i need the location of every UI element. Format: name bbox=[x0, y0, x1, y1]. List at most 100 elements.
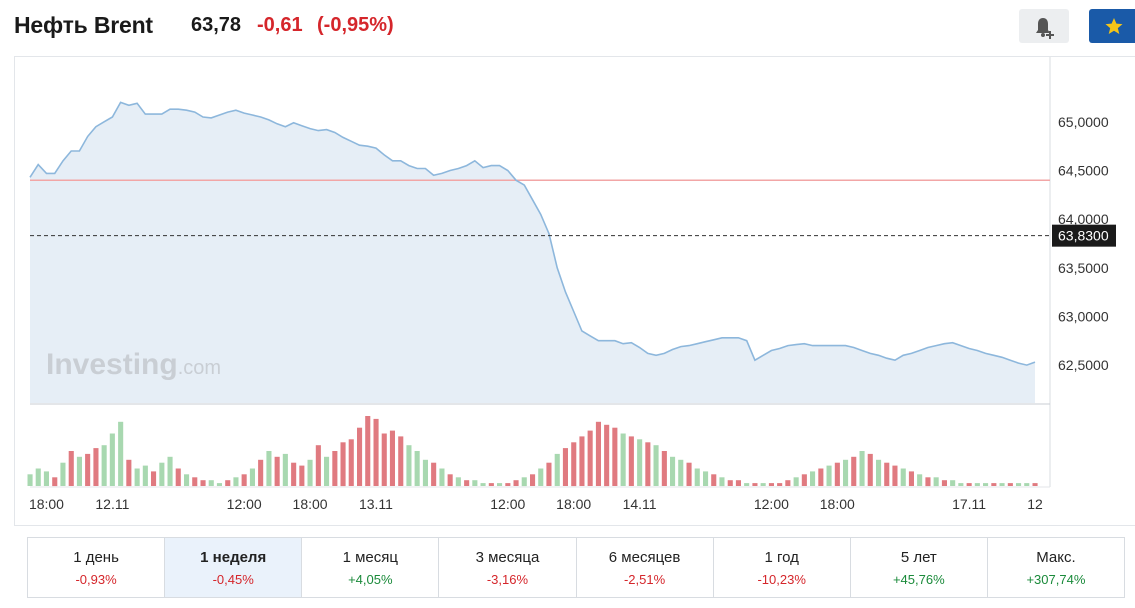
volume-bar bbox=[917, 474, 923, 486]
bell-plus-icon bbox=[1036, 18, 1054, 39]
volume-bar bbox=[645, 442, 651, 487]
volume-bar bbox=[142, 465, 148, 486]
price-area bbox=[30, 102, 1035, 404]
volume-bar bbox=[464, 480, 470, 486]
volume-bar bbox=[604, 424, 610, 487]
volume-bar bbox=[27, 474, 33, 486]
volume-bar bbox=[282, 453, 288, 486]
x-tick-label: 13.11 bbox=[359, 496, 393, 512]
y-tick-label: 64,0000 bbox=[1058, 211, 1109, 227]
volume-bar bbox=[925, 477, 931, 487]
period-5[interactable]: 1 год -10,23% bbox=[714, 538, 851, 597]
volume-bar bbox=[571, 442, 577, 487]
volume-bar bbox=[332, 451, 338, 486]
volume-bar bbox=[711, 474, 717, 486]
price-chart[interactable]: 65,0000 64,5000 64,0000 63,5000 63,0000 62,50… bbox=[0, 0, 1135, 530]
volume-bar bbox=[867, 453, 873, 486]
volume-bar bbox=[653, 445, 659, 486]
volume-bar bbox=[735, 480, 741, 486]
volume-bar bbox=[505, 483, 511, 486]
volume-bar bbox=[324, 456, 330, 486]
instrument-header: Нефть Brent 63,78 -0,61 (-0,95%) bbox=[0, 0, 1135, 52]
volume-bar bbox=[752, 483, 758, 486]
volume-bar bbox=[414, 451, 420, 486]
volume-bar bbox=[340, 442, 346, 487]
y-tick-label: 63,5000 bbox=[1058, 260, 1109, 276]
period-4[interactable]: 6 месяцев -2,51% bbox=[577, 538, 714, 597]
period-change: +4,05% bbox=[348, 572, 393, 587]
volume-bar bbox=[216, 483, 222, 486]
volume-bar bbox=[241, 474, 247, 486]
volume-bar bbox=[159, 462, 165, 486]
period-2[interactable]: 1 месяц +4,05% bbox=[302, 538, 440, 597]
period-change: -3,16% bbox=[486, 572, 529, 587]
volume-bar bbox=[43, 471, 49, 486]
last-price: 63,78 bbox=[191, 14, 242, 36]
volume-bar bbox=[678, 459, 684, 487]
volume-bar bbox=[315, 445, 321, 486]
period-0[interactable]: 1 день -0,93% bbox=[28, 538, 166, 597]
x-tick-label: 17.11 bbox=[952, 496, 986, 512]
period-label: 1 неделя bbox=[200, 549, 267, 566]
volume-bar bbox=[85, 453, 91, 486]
volume-bar bbox=[999, 483, 1005, 486]
x-tick-label: 12:00 bbox=[227, 496, 262, 512]
star-icon bbox=[1105, 18, 1123, 34]
volume-bar bbox=[661, 451, 667, 486]
volume-bar bbox=[851, 456, 857, 486]
period-label: 5 лет bbox=[900, 549, 937, 566]
volume-bar bbox=[68, 451, 74, 486]
volume-bar bbox=[793, 477, 799, 487]
period-label: 1 день bbox=[73, 549, 119, 566]
volume-bar bbox=[439, 468, 445, 486]
y-tick-label: 63,0000 bbox=[1058, 308, 1109, 324]
add-to-watchlist-button[interactable] bbox=[1089, 9, 1135, 43]
volume-bar bbox=[208, 480, 214, 486]
volume-bar bbox=[184, 474, 190, 486]
volume-bar bbox=[727, 480, 733, 486]
volume-bar bbox=[167, 456, 173, 486]
period-1[interactable]: 1 неделя -0,45% bbox=[165, 538, 303, 597]
volume-bar bbox=[381, 433, 387, 486]
volume-bar bbox=[398, 436, 404, 486]
period-3[interactable]: 3 месяца -3,16% bbox=[439, 538, 577, 597]
volume-bar bbox=[834, 462, 840, 486]
period-change: -0,45% bbox=[212, 572, 254, 587]
period-6[interactable]: 5 лет +45,76% bbox=[851, 538, 988, 597]
period-change: +45,76% bbox=[892, 572, 945, 587]
volume-bar bbox=[991, 483, 997, 486]
period-7[interactable]: Макс. +307,74% bbox=[988, 538, 1124, 597]
volume-bar bbox=[266, 451, 272, 486]
period-label: 1 год bbox=[764, 549, 799, 566]
volume-bar bbox=[447, 474, 453, 486]
volume-bar bbox=[826, 465, 832, 486]
volume-bar bbox=[249, 468, 255, 486]
volume-bar bbox=[983, 483, 989, 486]
volume-bar bbox=[472, 480, 478, 486]
volume-bar bbox=[258, 459, 264, 487]
volume-bar bbox=[694, 468, 700, 486]
x-tick-label: 14.11 bbox=[623, 496, 657, 512]
volume-bar bbox=[455, 477, 461, 487]
volume-bar bbox=[175, 468, 181, 486]
volume-bar bbox=[703, 471, 709, 486]
x-tick-label: 18:00 bbox=[820, 496, 855, 512]
volume-bar bbox=[52, 477, 58, 487]
volume-bar bbox=[274, 456, 280, 486]
volume-bar bbox=[612, 427, 618, 486]
volume-bar bbox=[233, 477, 239, 487]
volume-bar bbox=[958, 483, 964, 486]
investing-watermark: Investing.com bbox=[46, 348, 221, 381]
x-tick-label: 12:00 bbox=[490, 496, 525, 512]
volume-bar bbox=[801, 474, 807, 486]
volume-bar bbox=[200, 480, 206, 486]
volume-bar bbox=[513, 480, 519, 486]
instrument-title: Нефть Brent bbox=[14, 12, 153, 38]
period-label: 1 месяц bbox=[342, 549, 398, 566]
x-tick-label: 12 bbox=[1027, 496, 1043, 512]
volume-bar bbox=[101, 445, 107, 486]
create-alert-button[interactable] bbox=[1019, 9, 1069, 43]
current-price-label: 63,8300 bbox=[1058, 228, 1109, 244]
volume-bar bbox=[1024, 483, 1030, 486]
volume-bar bbox=[480, 483, 486, 486]
